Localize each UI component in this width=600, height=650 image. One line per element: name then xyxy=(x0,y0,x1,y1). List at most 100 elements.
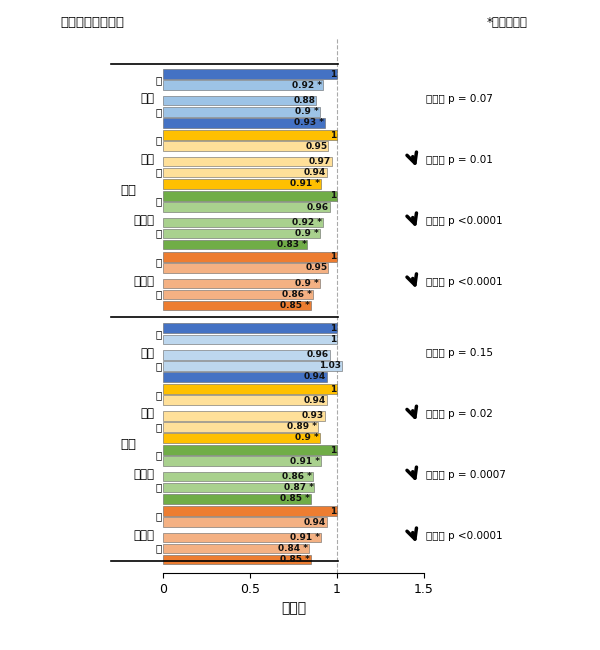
Bar xyxy=(163,252,337,262)
Text: 0.85 *: 0.85 * xyxy=(280,494,310,503)
Bar xyxy=(163,130,337,140)
Text: 豆类: 豆类 xyxy=(140,153,154,166)
Bar xyxy=(163,350,330,359)
Text: 1: 1 xyxy=(330,131,336,140)
Bar xyxy=(163,202,330,212)
Text: 0.93 *: 0.93 * xyxy=(294,118,324,127)
Text: 0.89 *: 0.89 * xyxy=(287,422,317,431)
Text: 少: 少 xyxy=(155,450,161,461)
Bar xyxy=(163,555,311,564)
Bar xyxy=(163,395,326,405)
Bar xyxy=(163,544,309,553)
X-axis label: 风险比: 风险比 xyxy=(281,601,306,616)
Text: 傾向性 p = 0.15: 傾向性 p = 0.15 xyxy=(426,348,493,358)
Text: 膳食纤维摄入来源: 膳食纤维摄入来源 xyxy=(60,16,124,29)
Bar xyxy=(163,240,307,250)
Text: 多: 多 xyxy=(155,107,161,117)
Bar xyxy=(163,335,337,344)
Text: 0.91 *: 0.91 * xyxy=(290,179,320,188)
Bar xyxy=(163,433,320,443)
Text: 0.96: 0.96 xyxy=(307,203,329,211)
Text: 0.88: 0.88 xyxy=(293,96,315,105)
Bar xyxy=(163,118,325,127)
Text: 0.94: 0.94 xyxy=(304,517,326,526)
Text: 0.94: 0.94 xyxy=(304,396,326,405)
Text: 少: 少 xyxy=(155,512,161,521)
Text: 蔬菜类: 蔬菜类 xyxy=(133,214,154,227)
Text: 0.95: 0.95 xyxy=(305,263,328,272)
Bar xyxy=(163,141,328,151)
Bar xyxy=(163,157,332,166)
Text: 0.93: 0.93 xyxy=(302,411,324,420)
Bar xyxy=(163,445,337,455)
Bar xyxy=(163,483,314,493)
Text: 傾向性 p <0.0001: 傾向性 p <0.0001 xyxy=(426,277,502,287)
Text: 1: 1 xyxy=(330,385,336,394)
Bar xyxy=(163,361,342,370)
Text: 1: 1 xyxy=(330,252,336,261)
Text: 0.97: 0.97 xyxy=(308,157,331,166)
Text: 傾向性 p = 0.0007: 傾向性 p = 0.0007 xyxy=(426,470,506,480)
Text: 0.9 *: 0.9 * xyxy=(295,107,319,116)
Text: 1.03: 1.03 xyxy=(319,361,341,370)
Bar xyxy=(163,168,326,177)
Text: 0.86 *: 0.86 * xyxy=(282,472,312,481)
Text: 0.94: 0.94 xyxy=(304,168,326,177)
Text: 0.87 *: 0.87 * xyxy=(284,483,314,492)
Text: 多: 多 xyxy=(155,289,161,300)
Text: 0.91 *: 0.91 * xyxy=(290,533,320,542)
Bar xyxy=(163,533,322,542)
Text: 多: 多 xyxy=(155,361,161,371)
Text: 0.84 *: 0.84 * xyxy=(278,544,308,553)
Text: 少: 少 xyxy=(155,196,161,207)
Bar xyxy=(163,456,322,466)
Text: 1: 1 xyxy=(330,506,336,515)
Bar xyxy=(163,96,316,105)
Bar xyxy=(163,384,337,394)
Text: 少: 少 xyxy=(155,75,161,84)
Text: 傾向性 p <0.0001: 傾向性 p <0.0001 xyxy=(426,531,502,541)
Text: 水果类: 水果类 xyxy=(133,529,154,542)
Bar xyxy=(163,472,313,482)
Text: 1: 1 xyxy=(330,335,336,344)
Text: 0.91 *: 0.91 * xyxy=(290,457,320,465)
Text: 豆类: 豆类 xyxy=(140,408,154,421)
Text: 少: 少 xyxy=(155,390,161,400)
Text: 0.9 *: 0.9 * xyxy=(295,229,319,238)
Bar xyxy=(163,263,328,273)
Bar xyxy=(163,191,337,201)
Text: 0.83 *: 0.83 * xyxy=(277,240,307,249)
Bar xyxy=(163,70,337,79)
Text: 傾向性 p = 0.07: 傾向性 p = 0.07 xyxy=(426,94,493,104)
Bar xyxy=(163,301,311,310)
Text: 1: 1 xyxy=(330,70,336,79)
Text: 傾向性 p <0.0001: 傾向性 p <0.0001 xyxy=(426,216,502,226)
Bar xyxy=(163,229,320,239)
Text: 0.9 *: 0.9 * xyxy=(295,434,319,442)
Text: 傾向性 p = 0.02: 傾向性 p = 0.02 xyxy=(426,409,493,419)
Bar xyxy=(163,372,326,382)
Bar xyxy=(163,324,337,333)
Text: 多: 多 xyxy=(155,543,161,554)
Text: 少: 少 xyxy=(155,329,161,339)
Text: 多: 多 xyxy=(155,422,161,432)
Text: 多: 多 xyxy=(155,168,161,177)
Text: 1: 1 xyxy=(330,324,336,333)
Bar xyxy=(163,279,320,288)
Bar xyxy=(163,290,313,299)
Bar xyxy=(163,506,337,516)
Text: 1: 1 xyxy=(330,192,336,200)
Text: 多: 多 xyxy=(155,483,161,493)
Bar xyxy=(163,218,323,227)
Text: 0.9 *: 0.9 * xyxy=(295,279,319,288)
Text: 少: 少 xyxy=(155,257,161,267)
Text: 水果类: 水果类 xyxy=(133,275,154,288)
Text: 谷类: 谷类 xyxy=(140,92,154,105)
Bar xyxy=(163,81,323,90)
Text: 0.85 *: 0.85 * xyxy=(280,301,310,310)
Text: 谷类: 谷类 xyxy=(140,346,154,359)
Text: 0.96: 0.96 xyxy=(307,350,329,359)
Text: 0.85 *: 0.85 * xyxy=(280,555,310,564)
Text: 傾向性 p = 0.01: 傾向性 p = 0.01 xyxy=(426,155,493,165)
Bar xyxy=(163,179,322,188)
